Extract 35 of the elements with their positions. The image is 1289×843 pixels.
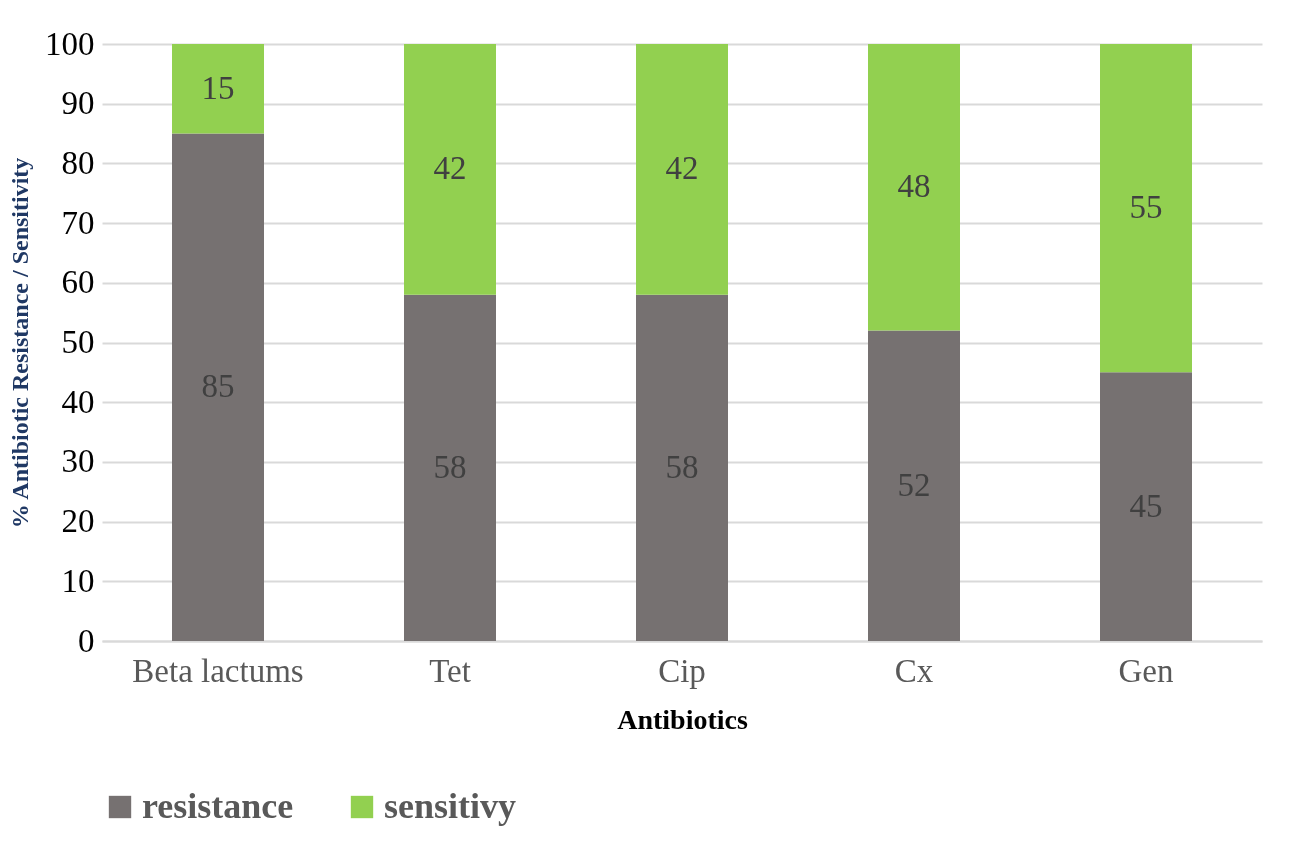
- data-label: 42: [665, 150, 699, 187]
- data-label: 55: [1129, 189, 1163, 226]
- bar: [1100, 44, 1192, 373]
- data-label: 15: [201, 69, 235, 106]
- y-tick-label: 50: [61, 324, 95, 360]
- data-label: 42: [433, 150, 467, 187]
- bar: [636, 294, 728, 641]
- bar: [636, 44, 728, 295]
- x-tick-label: Gen: [1118, 652, 1174, 689]
- x-tick-label: Tet: [429, 652, 471, 689]
- legend-label: resistance: [142, 786, 294, 826]
- y-tick-label: 80: [61, 144, 95, 181]
- y-tick-label: 0: [78, 622, 95, 659]
- bar: [868, 330, 960, 641]
- x-axis-title: Antibiotics: [617, 703, 748, 735]
- bar: [404, 294, 496, 641]
- bar: [404, 44, 496, 295]
- y-tick-label: 40: [61, 383, 95, 420]
- bar: [172, 133, 264, 641]
- bar: [1100, 372, 1192, 641]
- y-axis-title: % Antibiotic Resistance / Sensitivity: [7, 157, 33, 529]
- y-tick-label: 10: [61, 562, 95, 599]
- x-tick-label: Beta lactums: [132, 652, 304, 689]
- y-tick-label: 70: [61, 204, 95, 241]
- legend-label: sensitivy: [384, 786, 517, 826]
- data-label: 48: [897, 168, 931, 205]
- y-tick-label: 20: [61, 503, 95, 540]
- y-tick-label: 60: [61, 264, 95, 301]
- bar: [868, 44, 960, 331]
- x-tick-label: Cx: [894, 652, 934, 689]
- y-tick-label: 30: [61, 443, 95, 480]
- y-tick-label: 100: [45, 25, 95, 62]
- y-tick-label: 90: [61, 85, 95, 122]
- bar: [172, 44, 264, 134]
- x-tick-label: Cip: [658, 652, 706, 689]
